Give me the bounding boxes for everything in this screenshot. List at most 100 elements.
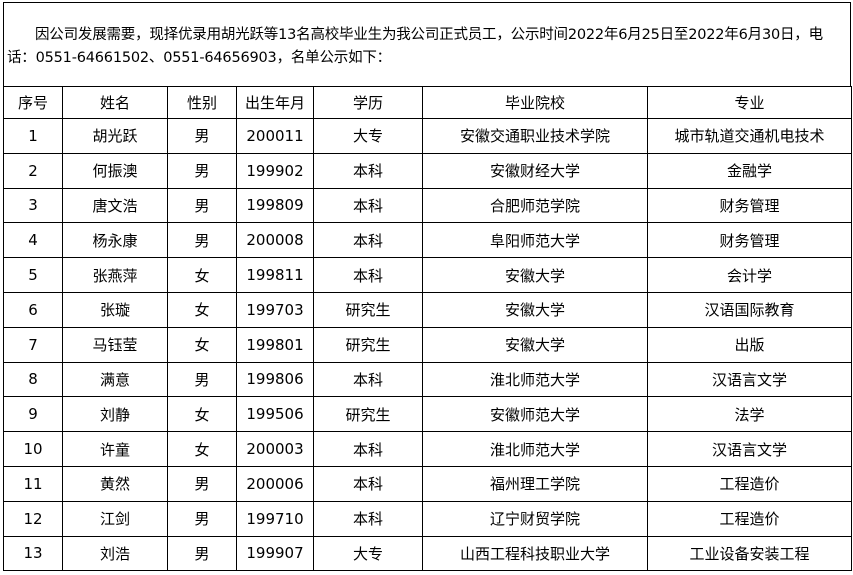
column-header-major: 专业 — [647, 86, 852, 119]
cell-name: 刘静 — [62, 396, 168, 433]
cell-index: 6 — [3, 291, 63, 328]
cell-birth: 199811 — [236, 257, 314, 293]
cell-index: 3 — [3, 187, 63, 224]
cell-education: 研究生 — [313, 291, 423, 328]
cell-name: 满意 — [62, 361, 168, 398]
cell-major: 工程造价 — [647, 465, 852, 502]
cell-education: 本科 — [313, 500, 423, 537]
table-row: 4 杨永康男 200008 本科 阜阳师范大学 财务管理 — [3, 222, 852, 259]
table-row: 10 许童女 200003 本科 淮北师范大学 汉语言文学 — [3, 431, 852, 467]
cell-education: 大专 — [313, 535, 423, 572]
cell-major: 汉语言文学 — [647, 361, 852, 398]
cell-major: 汉语言文学 — [647, 431, 852, 467]
column-header-name: 姓名 — [62, 86, 168, 119]
cell-birth: 199703 — [236, 291, 314, 328]
cell-school: 安徽大学 — [422, 326, 648, 363]
column-header-birth: 出生年月 — [236, 86, 314, 119]
cell-school: 安徽师范大学 — [422, 396, 648, 433]
cell-education: 本科 — [313, 257, 423, 293]
notice-text: 因公司发展需要，现择优录用胡光跃等13名高校毕业生为我公司正式员工，公示时间20… — [7, 27, 823, 66]
table-row: 12 江剑男 199710 本科 辽宁财贸学院 工程造价 — [3, 500, 852, 537]
cell-education: 研究生 — [313, 326, 423, 363]
cell-gender: 女 — [167, 396, 237, 433]
cell-index: 9 — [3, 396, 63, 433]
cell-major: 财务管理 — [647, 222, 852, 259]
table-row: 13 刘浩男 199907 大专 山西工程科技职业大学 工业设备安装工程 — [3, 535, 852, 572]
cell-birth: 199809 — [236, 187, 314, 224]
cell-school: 山西工程科技职业大学 — [422, 535, 648, 572]
cell-major: 财务管理 — [647, 187, 852, 224]
cell-education: 本科 — [313, 222, 423, 259]
cell-school: 安徽大学 — [422, 257, 648, 293]
cell-school: 安徽大学 — [422, 291, 648, 328]
cell-gender: 男 — [167, 535, 237, 572]
column-header-school: 毕业院校 — [422, 86, 648, 119]
column-header-index: 序号 — [3, 86, 63, 119]
cell-gender: 女 — [167, 291, 237, 328]
table-row: 9 刘静女 199506 研究生 安徽师范大学 法学 — [3, 396, 852, 433]
table-header-row: 序号 姓名 性别 出生年月 学历 毕业院校 专业 — [3, 86, 852, 119]
cell-birth: 199902 — [236, 152, 314, 189]
cell-index: 5 — [3, 257, 63, 293]
cell-birth: 200011 — [236, 118, 314, 154]
cell-major: 出版 — [647, 326, 852, 363]
cell-index: 10 — [3, 431, 63, 467]
table-row: 6 张璇女 199703 研究生 安徽大学 汉语国际教育 — [3, 291, 852, 328]
cell-name: 胡光跃 — [62, 118, 168, 154]
cell-index: 2 — [3, 152, 63, 189]
cell-gender: 男 — [167, 361, 237, 398]
cell-gender: 男 — [167, 222, 237, 259]
notice-box: 因公司发展需要，现择优录用胡光跃等13名高校毕业生为我公司正式员工，公示时间20… — [3, 2, 851, 87]
table-row: 1 胡光跃男 200011 大专 安徽交通职业技术学院 城市轨道交通机电技术 — [3, 118, 852, 154]
cell-major: 法学 — [647, 396, 852, 433]
cell-index: 4 — [3, 222, 63, 259]
cell-education: 本科 — [313, 465, 423, 502]
cell-gender: 男 — [167, 500, 237, 537]
cell-education: 研究生 — [313, 396, 423, 433]
cell-major: 城市轨道交通机电技术 — [647, 118, 852, 154]
cell-gender: 男 — [167, 118, 237, 154]
cell-education: 大专 — [313, 118, 423, 154]
column-header-education: 学历 — [313, 86, 423, 119]
cell-major: 汉语国际教育 — [647, 291, 852, 328]
cell-birth: 199506 — [236, 396, 314, 433]
cell-education: 本科 — [313, 361, 423, 398]
cell-name: 许童 — [62, 431, 168, 467]
cell-school: 合肥师范学院 — [422, 187, 648, 224]
cell-birth: 199806 — [236, 361, 314, 398]
cell-index: 7 — [3, 326, 63, 363]
cell-name: 马钰莹 — [62, 326, 168, 363]
cell-index: 12 — [3, 500, 63, 537]
cell-school: 辽宁财贸学院 — [422, 500, 648, 537]
cell-birth: 199907 — [236, 535, 314, 572]
cell-name: 黄然 — [62, 465, 168, 502]
cell-index: 13 — [3, 535, 63, 572]
cell-index: 11 — [3, 465, 63, 502]
cell-name: 张璇 — [62, 291, 168, 328]
table-row: 11 黄然男 200006 本科 福州理工学院 工程造价 — [3, 465, 852, 502]
cell-education: 本科 — [313, 431, 423, 467]
table-row: 3 唐文浩男 199809 本科 合肥师范学院 财务管理 — [3, 187, 852, 224]
cell-gender: 女 — [167, 326, 237, 363]
cell-name: 唐文浩 — [62, 187, 168, 224]
cell-gender: 男 — [167, 465, 237, 502]
cell-name: 杨永康 — [62, 222, 168, 259]
cell-birth: 199801 — [236, 326, 314, 363]
employee-table: 序号 姓名 性别 出生年月 学历 毕业院校 专业 1 胡光跃男 200011 大专 安徽交通职业技术… — [3, 86, 852, 572]
cell-birth: 200003 — [236, 431, 314, 467]
cell-index: 8 — [3, 361, 63, 398]
cell-major: 金融学 — [647, 152, 852, 189]
cell-school: 安徽财经大学 — [422, 152, 648, 189]
cell-school: 安徽交通职业技术学院 — [422, 118, 648, 154]
cell-education: 本科 — [313, 187, 423, 224]
cell-major: 会计学 — [647, 257, 852, 293]
table-row: 8 满意男 199806 本科 淮北师范大学 汉语言文学 — [3, 361, 852, 398]
cell-name: 何振澳 — [62, 152, 168, 189]
cell-name: 江剑 — [62, 500, 168, 537]
table-row: 2 何振澳男 199902 本科 安徽财经大学 金融学 — [3, 152, 852, 189]
cell-birth: 200008 — [236, 222, 314, 259]
cell-gender: 女 — [167, 257, 237, 293]
cell-school: 福州理工学院 — [422, 465, 648, 502]
column-header-gender: 性别 — [167, 86, 237, 119]
cell-gender: 男 — [167, 152, 237, 189]
